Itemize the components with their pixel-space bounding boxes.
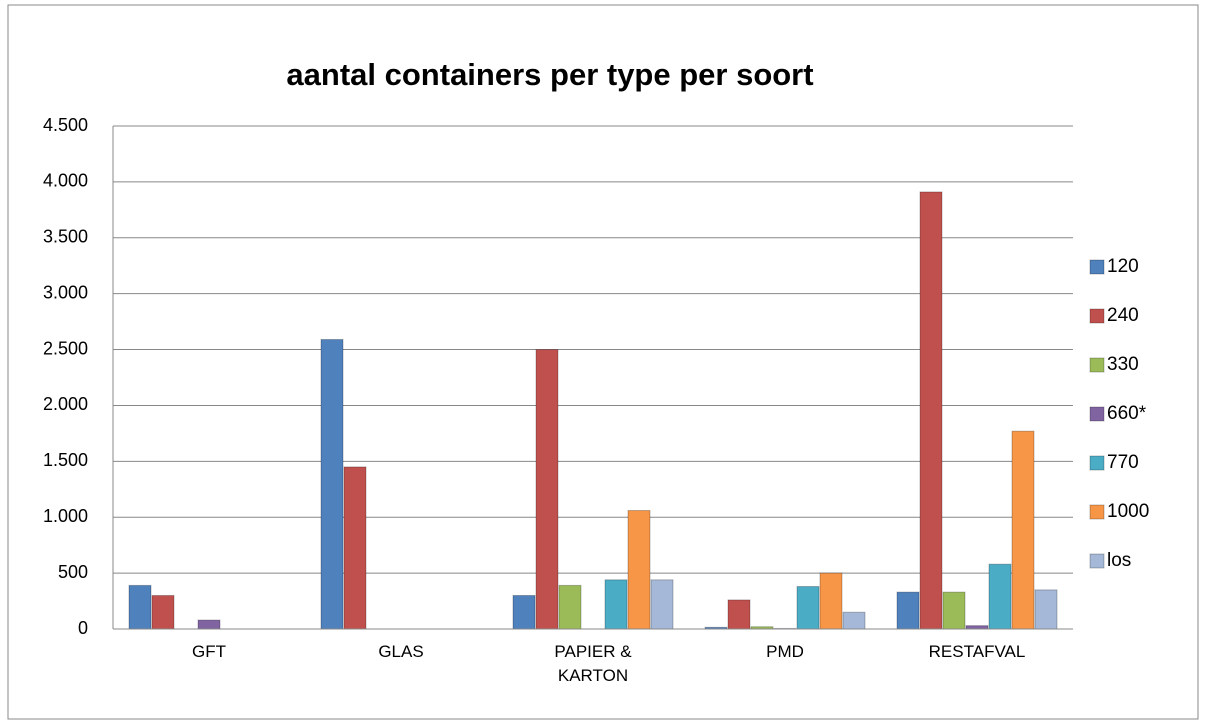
y-tick-label: 0 (78, 618, 88, 638)
bar (842, 611, 866, 630)
y-tick-label: 3.500 (43, 227, 88, 247)
legend-label: 120 (1107, 256, 1139, 277)
y-tick-label: 4.000 (43, 171, 88, 191)
y-tick-label: 1.500 (43, 450, 88, 470)
x-tick-label: PAPIER & KARTON (554, 642, 632, 685)
y-tick-label: 4.500 (43, 115, 88, 135)
bar (627, 510, 651, 630)
legend-swatch (1089, 553, 1105, 569)
bar (197, 619, 221, 630)
legend-swatch (1089, 357, 1105, 373)
legend-swatch (1089, 406, 1105, 422)
y-tick-label: 500 (58, 562, 88, 582)
bar (1034, 589, 1058, 630)
bar (558, 584, 582, 630)
legend-label: 770 (1107, 452, 1139, 473)
bar (320, 338, 344, 630)
bar (128, 584, 152, 630)
y-tick-label: 2.500 (43, 338, 88, 358)
bar (1011, 430, 1035, 630)
legend-label: 240 (1107, 305, 1139, 326)
y-tick-label: 3.000 (43, 282, 88, 302)
y-tick-label: 2.000 (43, 394, 88, 414)
bar (512, 594, 536, 630)
bar (819, 572, 843, 630)
chart-title: aantal containers per type per soort (286, 57, 813, 92)
legend-swatch (1089, 455, 1105, 471)
legend-swatch (1089, 504, 1105, 520)
x-tick-label: PMD (766, 642, 804, 661)
legend-label: los (1107, 550, 1131, 571)
y-tick-label: 1.000 (43, 506, 88, 526)
legend-label: 1000 (1107, 501, 1149, 522)
bar (535, 349, 559, 630)
bar (343, 466, 367, 630)
bar (988, 563, 1012, 630)
legend-label: 660* (1107, 403, 1147, 424)
bar (796, 586, 820, 630)
bar (896, 591, 920, 630)
bar (919, 191, 943, 630)
bar (604, 579, 628, 630)
bar (650, 579, 674, 630)
legend-label: 330 (1107, 354, 1139, 375)
bar (965, 625, 989, 630)
bar (727, 599, 751, 630)
x-tick-label: GFT (192, 642, 226, 661)
bar (151, 594, 175, 630)
x-tick-label: GLAS (378, 642, 424, 661)
legend-swatch (1089, 308, 1105, 324)
x-tick-label: RESTAFVAL (928, 642, 1026, 661)
legend-swatch (1089, 259, 1105, 275)
bar (942, 591, 966, 630)
